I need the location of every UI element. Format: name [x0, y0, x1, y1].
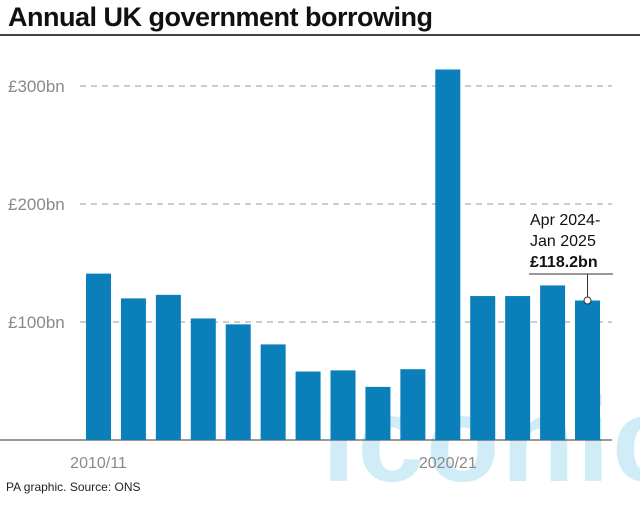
bar-2012-13 [155, 294, 181, 440]
bar-2011-12 [120, 298, 146, 440]
bar-2023-24 [540, 285, 566, 440]
y-tick-label: £300bn [8, 77, 65, 96]
bar-2016-17 [295, 371, 321, 440]
x-tick-label: 2020/21 [419, 455, 477, 472]
bar-2020-21 [435, 69, 461, 440]
bar-2017-18 [330, 370, 356, 440]
bar-apr-2024-jan-2025 [575, 300, 601, 440]
bar-2013-14 [190, 318, 216, 440]
annotation-line1: Apr 2024- [530, 212, 600, 229]
bar-2010-11 [86, 273, 111, 440]
bar-2022-23 [505, 296, 531, 440]
annotation-marker [583, 296, 592, 305]
source-note: PA graphic. Source: ONS [6, 480, 141, 494]
bar-2019-20 [400, 369, 426, 440]
title-divider [0, 34, 640, 36]
y-tick-label: £200bn [8, 195, 65, 214]
x-tick-label: 2010/11 [70, 455, 127, 472]
chart-title: Annual UK government borrowing [8, 2, 433, 32]
bar-2015-16 [260, 344, 286, 440]
bar-2014-15 [225, 324, 251, 440]
annotation-value: £118.2bn [530, 254, 598, 271]
bar-2018-19 [365, 386, 391, 440]
annotation-line2: Jan 2025 [530, 233, 596, 250]
bar-2021-22 [470, 296, 496, 440]
y-tick-label: £100bn [8, 313, 65, 332]
